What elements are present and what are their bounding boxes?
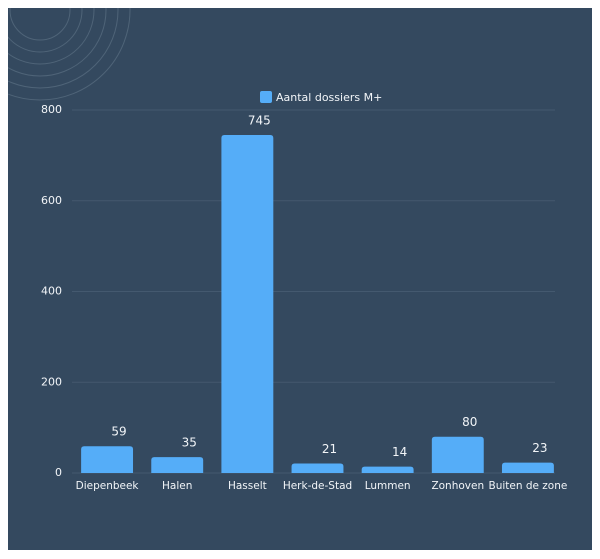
x-tick-label: Herk-de-Stad <box>283 480 352 492</box>
data-label: 745 <box>248 113 271 127</box>
data-label: 35 <box>182 436 197 450</box>
data-label: 80 <box>462 415 477 429</box>
data-label: 23 <box>532 441 547 455</box>
x-tick-label: Buiten de zone <box>488 480 567 492</box>
bar <box>501 462 554 473</box>
x-tick-label: Diepenbeek <box>76 480 140 492</box>
y-tick-label: 200 <box>41 375 62 388</box>
bar <box>361 466 414 473</box>
decoration <box>8 8 131 101</box>
y-tick-label: 800 <box>41 103 62 116</box>
bar <box>431 436 484 473</box>
bar <box>291 463 344 473</box>
bar <box>81 446 134 473</box>
y-tick-label: 600 <box>41 194 62 207</box>
data-label: 21 <box>322 442 337 456</box>
y-tick-label: 0 <box>55 466 62 479</box>
x-tick-label: Zonhoven <box>431 480 484 492</box>
data-label: 14 <box>392 445 407 459</box>
x-tick-label: Halen <box>162 480 192 492</box>
x-tick-label: Hasselt <box>228 480 267 492</box>
bar <box>151 457 204 473</box>
x-tick-label: Lummen <box>365 480 411 492</box>
legend-label: Aantal dossiers M+ <box>276 91 382 104</box>
bar <box>221 134 274 474</box>
legend: Aantal dossiers M+ <box>260 91 382 104</box>
y-tick-label: 400 <box>41 285 62 298</box>
legend-swatch <box>260 91 272 103</box>
data-label: 59 <box>111 425 126 439</box>
